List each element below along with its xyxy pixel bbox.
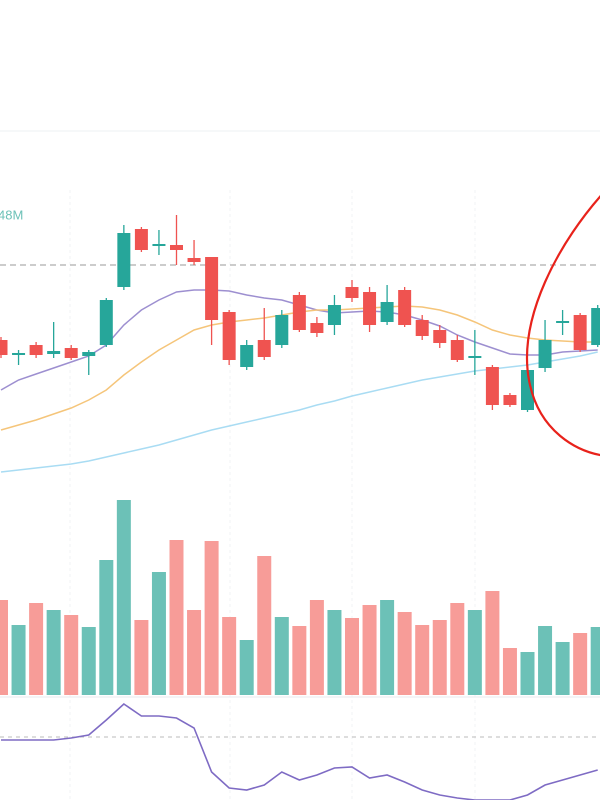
candle-body <box>99 300 113 345</box>
candle-body <box>327 305 341 325</box>
volume-bar <box>46 610 61 695</box>
candle-body <box>47 351 61 354</box>
volume-bar <box>239 640 254 695</box>
candle-body <box>573 315 587 350</box>
candle-body <box>0 340 8 355</box>
candle-body <box>468 356 482 358</box>
plot <box>0 215 600 800</box>
candle-body <box>538 340 552 368</box>
volume-bar <box>520 652 535 695</box>
indicator-line <box>1 702 598 800</box>
candle-body <box>380 302 394 322</box>
volume-bar <box>502 648 517 695</box>
volume-bar <box>116 500 131 695</box>
volume-bar <box>432 620 447 695</box>
volume-bar <box>380 600 395 695</box>
volume-bar <box>187 610 202 695</box>
candle-body <box>363 292 377 325</box>
candle-body <box>556 321 570 323</box>
candle-body <box>82 352 96 356</box>
candle-body <box>415 320 429 336</box>
volume-bar <box>467 610 482 695</box>
candle-body <box>485 367 499 405</box>
volume-bar <box>11 625 26 695</box>
volume-bar <box>257 556 272 695</box>
candle-body <box>292 295 306 330</box>
volume-bar <box>292 626 307 695</box>
volume-bar <box>327 610 342 695</box>
candle-body <box>187 258 201 262</box>
candle-body <box>275 315 289 345</box>
volume-bar <box>555 642 570 695</box>
volume-bar <box>538 626 553 695</box>
candle-body <box>134 229 148 250</box>
volume-bar <box>590 627 600 695</box>
candle-body <box>12 353 26 355</box>
volume-bar <box>151 572 166 695</box>
volume-bar <box>134 620 149 695</box>
volume-bar <box>309 600 324 695</box>
volume-bar <box>204 541 219 695</box>
candle-body <box>29 345 43 355</box>
volume-bar <box>99 560 114 695</box>
volume-bar <box>362 605 377 695</box>
volume-bar <box>485 591 500 695</box>
candle-body <box>433 330 447 343</box>
candle-body <box>152 244 166 246</box>
volume-bar <box>274 617 289 695</box>
volume-label: 48M <box>0 207 23 222</box>
candle-body <box>310 323 324 333</box>
candle-body <box>398 290 412 325</box>
volume-bar <box>573 633 588 695</box>
candle-body <box>222 312 236 360</box>
volume-bar <box>345 618 359 695</box>
candle-body <box>503 395 517 405</box>
volume-bar <box>222 617 237 695</box>
volume-bar <box>450 603 465 695</box>
candle-body <box>170 245 183 250</box>
candle-body <box>345 287 359 298</box>
volume-bar <box>64 615 79 695</box>
candle-body <box>205 257 219 320</box>
candle-body <box>257 340 271 357</box>
volume-bar <box>415 625 430 695</box>
volume-bar <box>169 540 184 695</box>
candle-body <box>117 233 131 287</box>
volume-bar <box>81 627 96 695</box>
annotation-circle <box>525 195 600 457</box>
candle-body <box>591 308 600 345</box>
candle-body <box>450 340 464 360</box>
candle-body <box>521 370 534 410</box>
volume-bar <box>397 612 412 695</box>
volume-bar <box>29 603 44 695</box>
candle-body <box>64 348 78 358</box>
volume-bar <box>0 600 8 695</box>
moving-average <box>0 351 598 473</box>
candle-body <box>240 345 254 367</box>
